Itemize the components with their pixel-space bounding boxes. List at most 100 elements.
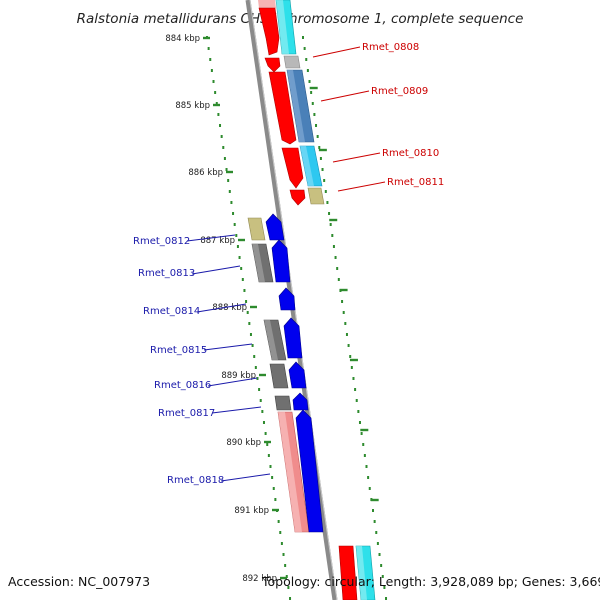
kbp-label: 885 kbp [175,101,210,111]
ruler-dot [372,509,375,512]
ruler-dot [375,531,378,534]
ruler-dot [362,443,365,446]
gene-box[interactable] [278,412,302,532]
cds-feature[interactable] [281,147,304,189]
gene-labels-right: Rmet_0808 Rmet_0809 Rmet_0810 Rmet_0811 [312,42,444,192]
gene-label-leader [203,343,253,351]
kbp-label: 889 kbp [221,371,256,381]
ruler-dot [319,157,322,160]
gene-label-leader [220,473,271,482]
cds-feature[interactable] [258,0,276,8]
cds-feature[interactable] [258,7,280,56]
cds-feature[interactable] [265,213,285,241]
ruler-dot [380,564,383,567]
gene-label[interactable]: Rmet_0811 [387,177,444,188]
kbp-label: 891 kbp [234,506,269,516]
gene-boxes-right [275,0,376,600]
gene-label[interactable]: Rmet_0812 [133,236,190,247]
cds-feature[interactable] [292,392,309,411]
ruler-dot [345,333,348,336]
gene-label[interactable]: Rmet_0817 [158,408,215,419]
ruler-dot [272,487,275,490]
gene-label[interactable]: Rmet_0809 [371,86,428,97]
ruler-dot [355,399,358,402]
cds-feature[interactable] [283,317,303,359]
forward-strand-features [258,0,358,600]
ruler-dot [253,355,256,358]
ruler-dot [305,58,308,61]
ruler-dot [308,80,311,83]
gene-label-leader [332,152,381,163]
reverse-strand-features [265,213,324,533]
cds-feature[interactable] [295,409,324,533]
ruler-dot [251,344,254,347]
ruler-dot [383,586,386,589]
ruler-dot [334,256,337,259]
cds-feature[interactable] [288,361,307,389]
gene-label-leader [191,265,241,275]
gene-labels-left: Rmet_0812 Rmet_0813 Rmet_0814 Rmet_0815 Rmet… [133,234,271,486]
ruler-dot [363,454,366,457]
ruler-dot [306,69,309,72]
ruler-dot [259,399,262,402]
ruler-dot [269,465,272,468]
ruler-dot [243,289,246,292]
ruler-dot [350,366,353,369]
gene-label[interactable]: Rmet_0814 [143,306,200,317]
ruler-dot [303,47,306,50]
gene-box[interactable] [247,217,266,241]
gene-box[interactable] [264,320,278,360]
ruler-dot [311,102,314,105]
ruler-dot [267,454,270,457]
gene-label[interactable]: Rmet_0810 [382,148,439,159]
ruler-dot [347,344,350,347]
ruler-dot [258,388,261,391]
ruler-dot [245,300,248,303]
ruler-dot [254,366,257,369]
ruler-dot [326,201,329,204]
ruler-dot [318,146,321,149]
gene-label[interactable]: Rmet_0818 [167,475,224,486]
kbp-label: 892 kbp [242,574,277,584]
gene-box[interactable] [269,363,289,389]
gene-box[interactable] [300,146,314,186]
ruler-dot [385,597,388,600]
gene-label[interactable]: Rmet_0808 [362,42,419,53]
gene-box[interactable] [276,0,289,54]
cds-feature[interactable] [264,57,281,73]
ruler-dot [233,223,236,226]
ruler-dots-right [302,36,388,600]
ruler-dot [246,311,249,314]
ruler-dot [212,80,215,83]
gene-label-leader [337,181,386,192]
ruler-dot [236,245,239,248]
ruler-dot [360,432,363,435]
ruler-dot [285,575,288,578]
map-title: Ralstonia metallidurans CH34 chromosome … [77,11,524,27]
ruler-dot [230,201,233,204]
gene-box[interactable] [274,395,292,411]
cds-feature[interactable] [278,287,296,311]
ruler-dot [313,113,316,116]
gene-box[interactable] [356,546,367,600]
ruler-dot [310,91,313,94]
ruler-dot [358,421,361,424]
gene-label[interactable]: Rmet_0816 [154,380,211,391]
ruler-dot [264,432,267,435]
ruler-dot [271,476,274,479]
ruler-dot [222,146,225,149]
cds-feature[interactable] [268,71,297,145]
ruler-dot [316,135,319,138]
gene-box[interactable] [283,55,301,69]
cds-feature[interactable] [338,545,358,600]
ruler-dot [262,421,265,424]
gene-box[interactable] [252,244,265,282]
gene-box[interactable] [287,70,305,142]
gene-label[interactable]: Rmet_0815 [150,345,207,356]
cds-feature[interactable] [289,189,306,206]
gene-box[interactable] [307,187,325,205]
gene-label-leader [312,46,361,58]
cds-feature[interactable] [271,239,291,283]
gene-label[interactable]: Rmet_0813 [138,268,195,279]
